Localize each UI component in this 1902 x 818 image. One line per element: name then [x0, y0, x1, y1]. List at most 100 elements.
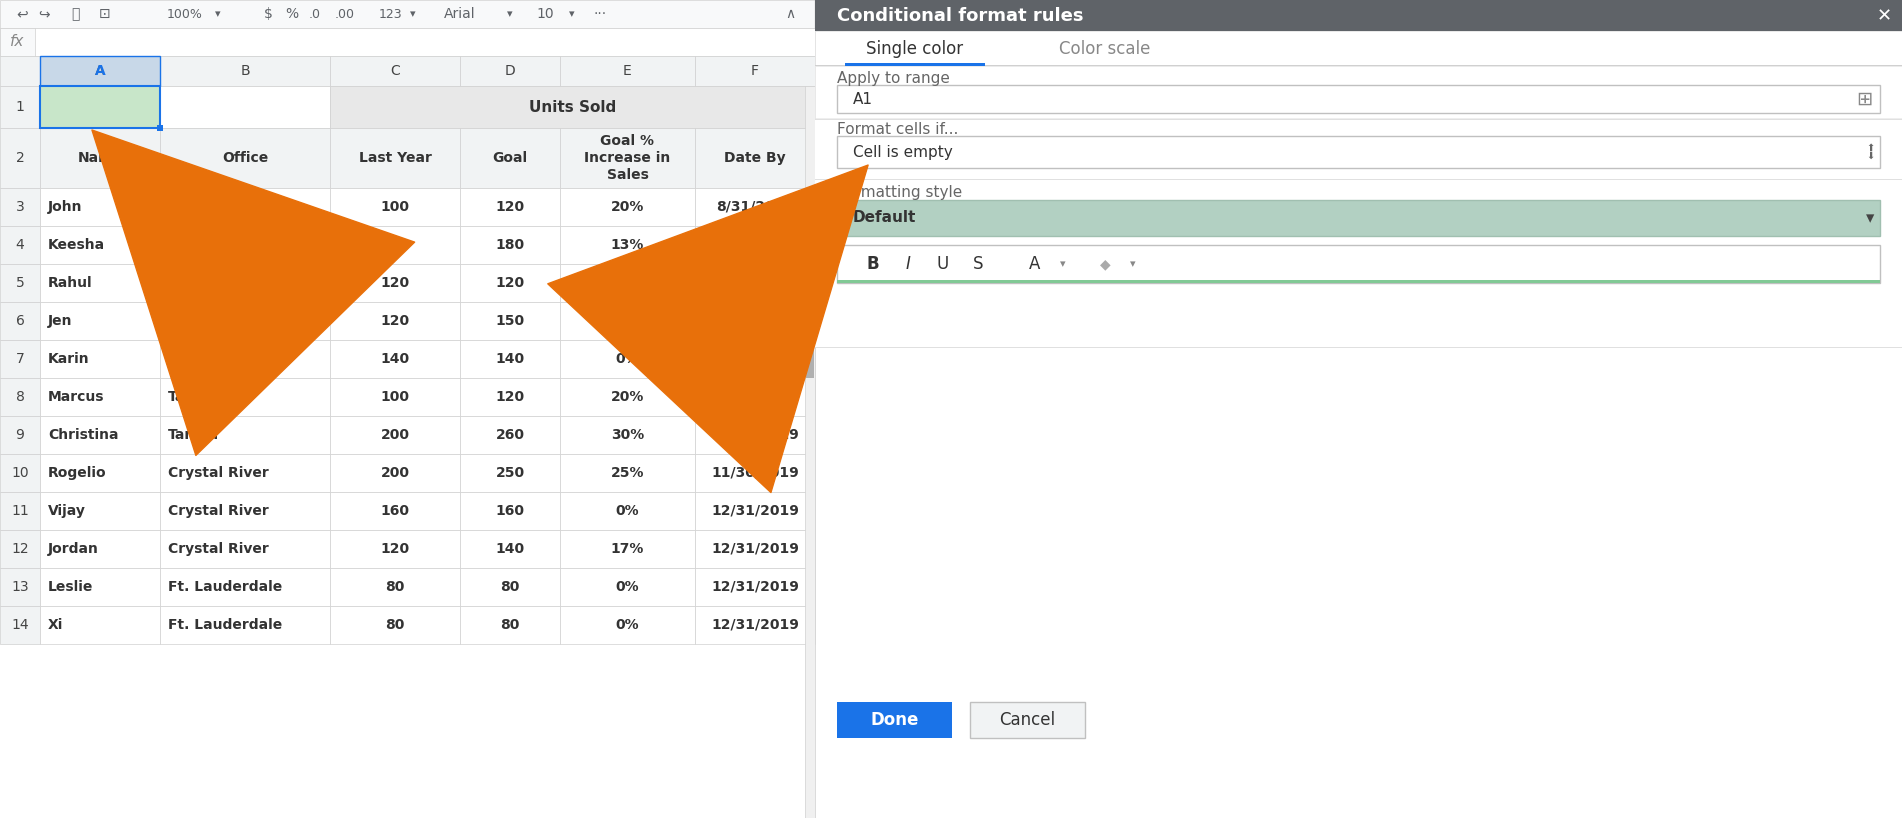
Bar [0, 56, 40, 86]
Text: Cell is empty: Cell is empty [852, 145, 953, 160]
Bar [694, 492, 814, 530]
Bar [559, 226, 694, 264]
Text: Ft. Lauderdale: Ft. Lauderdale [167, 580, 281, 594]
Bar [460, 568, 559, 606]
Text: 120: 120 [380, 314, 409, 328]
Text: %: % [285, 7, 299, 21]
Text: Crystal River: Crystal River [167, 504, 268, 518]
Text: Miami: Miami [167, 200, 215, 214]
Bar [460, 454, 559, 492]
Text: Arial: Arial [445, 7, 476, 21]
Bar [40, 128, 160, 188]
Bar [40, 264, 160, 302]
Bar [0, 454, 40, 492]
Bar [40, 188, 160, 226]
Bar [559, 128, 694, 188]
Bar [0, 188, 40, 226]
Bar [460, 340, 559, 378]
Text: ▾: ▾ [508, 9, 514, 19]
Bar [814, 179, 1902, 180]
Bar [331, 128, 460, 188]
Bar [694, 416, 814, 454]
Bar [160, 454, 331, 492]
Text: 5: 5 [15, 276, 25, 290]
Text: 7: 7 [15, 352, 25, 366]
Text: A: A [95, 64, 105, 78]
Bar [694, 226, 814, 264]
Bar [331, 86, 814, 128]
Bar [559, 264, 694, 302]
Text: 120: 120 [495, 276, 525, 290]
Text: Orlando: Orlando [167, 276, 230, 290]
Text: Xi: Xi [48, 618, 63, 632]
Bar [331, 56, 460, 86]
Text: 140: 140 [495, 352, 525, 366]
Text: 120: 120 [380, 542, 409, 556]
Bar [0, 302, 40, 340]
Text: 200: 200 [380, 466, 409, 480]
Bar [559, 340, 694, 378]
Text: .00: .00 [335, 7, 356, 20]
Bar [460, 606, 559, 644]
Text: 200: 200 [380, 428, 409, 442]
Bar [694, 568, 814, 606]
Text: 80: 80 [500, 580, 519, 594]
Bar [814, 120, 1902, 228]
Bar [837, 85, 1879, 113]
Bar [837, 136, 1879, 168]
Bar [331, 492, 460, 530]
Bar [40, 454, 160, 492]
Text: A1: A1 [852, 92, 873, 106]
Bar [694, 378, 814, 416]
Bar [331, 226, 460, 264]
Bar [0, 492, 40, 530]
Bar [40, 86, 160, 128]
Bar [0, 416, 40, 454]
Text: 10/31/2019: 10/31/2019 [711, 390, 799, 404]
Bar [694, 606, 814, 644]
Bar [160, 86, 331, 128]
Bar [40, 226, 160, 264]
Bar [460, 56, 559, 86]
Bar [559, 416, 694, 454]
Text: ↩: ↩ [17, 7, 29, 21]
Text: Keesha: Keesha [48, 238, 105, 252]
Text: 123: 123 [378, 7, 401, 20]
Bar [40, 606, 160, 644]
Text: .0: .0 [308, 7, 321, 20]
Bar [331, 416, 460, 454]
Bar [0, 340, 40, 378]
Bar [40, 492, 160, 530]
Bar [160, 568, 331, 606]
Bar [837, 245, 1879, 283]
Text: B: B [240, 64, 249, 78]
Bar [814, 65, 1902, 66]
Text: Crystal River: Crystal River [167, 466, 268, 480]
Text: 0%: 0% [616, 618, 639, 632]
Text: Name: Name [78, 151, 122, 165]
Bar [559, 492, 694, 530]
Text: 10/31/2019: 10/31/2019 [711, 352, 799, 366]
Bar [559, 378, 694, 416]
Text: 20%: 20% [611, 390, 645, 404]
Text: Color scale: Color scale [1059, 40, 1151, 58]
Bar [559, 530, 694, 568]
Text: 9: 9 [15, 428, 25, 442]
Bar [460, 264, 559, 302]
Text: 2: 2 [15, 151, 25, 165]
Text: ▾: ▾ [411, 9, 417, 19]
Text: Format cells if...: Format cells if... [837, 123, 959, 137]
Text: A: A [95, 64, 105, 78]
Text: Karin: Karin [48, 352, 89, 366]
Bar [160, 606, 331, 644]
Text: 10: 10 [11, 466, 29, 480]
Text: Jordan: Jordan [48, 542, 99, 556]
Text: Single color: Single color [867, 40, 964, 58]
Bar [331, 378, 460, 416]
Bar [814, 0, 1902, 818]
Text: 140: 140 [495, 542, 525, 556]
Bar [694, 264, 814, 302]
Text: 0%: 0% [616, 276, 639, 290]
Bar [160, 188, 331, 226]
Text: 260: 260 [496, 428, 525, 442]
